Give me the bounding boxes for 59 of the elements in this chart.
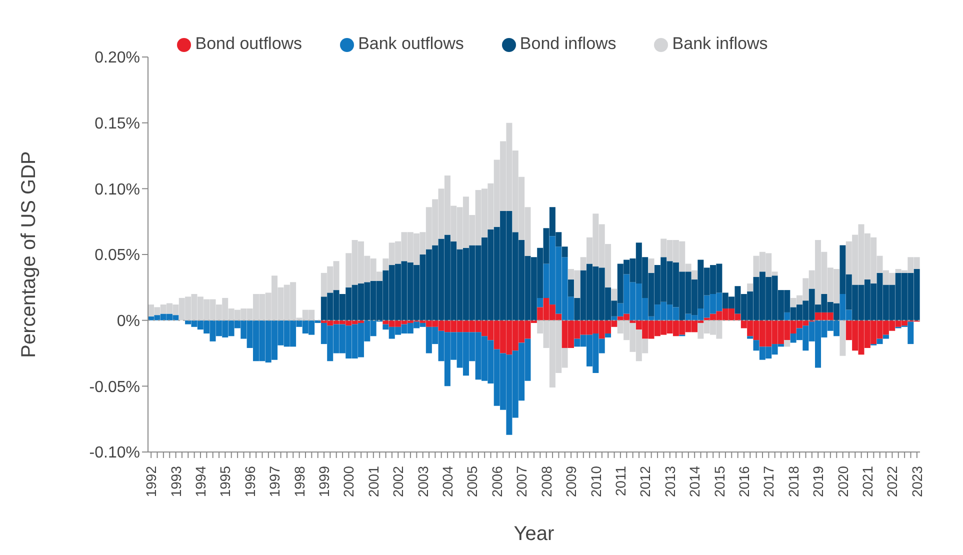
y-tick-label: 0.20% bbox=[94, 50, 140, 67]
x-tick-label: 2010 bbox=[588, 466, 604, 498]
x-tick-label: 2007 bbox=[514, 466, 530, 498]
x-tick-label: 2015 bbox=[711, 466, 728, 498]
bar bbox=[747, 283, 754, 292]
legend-label: Bond outflows bbox=[195, 34, 302, 53]
x-tick-label: 1995 bbox=[217, 466, 234, 498]
bar bbox=[537, 298, 544, 308]
bar bbox=[882, 334, 889, 339]
x-tick-label: 1997 bbox=[266, 466, 283, 498]
x-tick-label: 1996 bbox=[242, 466, 258, 498]
x-tick-label: 2013 bbox=[662, 466, 678, 498]
x-tick-label: 2002 bbox=[390, 466, 406, 498]
x-tick-label: 2005 bbox=[464, 466, 480, 498]
x-tick-label: 2004 bbox=[440, 466, 456, 498]
x-tick-label: 2001 bbox=[365, 466, 382, 498]
x-tick-label: 1994 bbox=[192, 466, 208, 498]
x-tick-label: 2020 bbox=[834, 466, 851, 498]
x-tick-label: 2019 bbox=[810, 466, 826, 498]
bar bbox=[876, 338, 883, 344]
y-tick-label: 0.15% bbox=[94, 116, 140, 133]
bar bbox=[611, 316, 618, 320]
x-tick-label: 2016 bbox=[736, 466, 752, 498]
x-tick-label: 2018 bbox=[785, 466, 802, 498]
y-axis-title: Percentage of US GDP bbox=[18, 151, 40, 358]
bar bbox=[611, 288, 618, 301]
y-tick-label: 0% bbox=[116, 313, 140, 330]
x-tick-label: 1999 bbox=[316, 466, 332, 498]
bar bbox=[568, 280, 574, 297]
bar bbox=[784, 312, 790, 320]
y-tick-label: -0.05% bbox=[89, 378, 140, 396]
x-tick-label: 1993 bbox=[168, 466, 184, 498]
x-tick-label: 1992 bbox=[143, 466, 160, 498]
y-tick-label: -0.10% bbox=[89, 444, 140, 462]
bar bbox=[784, 340, 790, 347]
y-tick-label: 0.05% bbox=[94, 247, 140, 264]
x-tick-label: 2023 bbox=[908, 466, 925, 498]
x-tick-label: 2021 bbox=[860, 466, 876, 498]
y-tick-label: 0.10% bbox=[94, 181, 140, 198]
x-tick-label: 2009 bbox=[563, 466, 580, 498]
x-tick-label: 2000 bbox=[340, 466, 357, 498]
bar bbox=[605, 334, 612, 338]
x-axis-title: Year bbox=[514, 523, 555, 545]
x-tick-label: 2012 bbox=[637, 466, 654, 498]
legend-label: Bank inflows bbox=[672, 34, 768, 53]
x-tick-label: 1998 bbox=[291, 466, 308, 498]
bar bbox=[840, 320, 846, 356]
x-tick-label: 2011 bbox=[612, 466, 628, 496]
bar bbox=[562, 246, 568, 258]
legend-label: Bond inflows bbox=[520, 34, 616, 53]
x-tick-label: 2017 bbox=[760, 466, 777, 498]
x-tick-label: 2014 bbox=[686, 466, 703, 498]
x-tick-label: 2022 bbox=[884, 466, 900, 498]
x-tick-label: 2003 bbox=[414, 466, 431, 498]
bar bbox=[648, 258, 654, 273]
bar bbox=[747, 336, 754, 339]
legend-label: Bank outflows bbox=[358, 34, 464, 53]
x-tick-label: 2006 bbox=[488, 466, 505, 498]
x-tick-label: 2008 bbox=[538, 466, 554, 498]
